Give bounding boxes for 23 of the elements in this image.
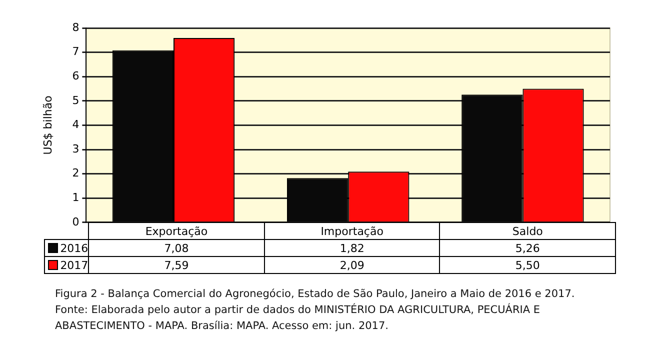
y-tick-label: 4 — [72, 118, 80, 132]
data-label: 5,50 — [440, 256, 616, 274]
data-label: 7,08 — [88, 240, 264, 257]
text: Figura 2 - Balança Comercial do Agronegócio, Estado de São Paulo, Janeiro a Maio de 2016 e 2017. — [55, 287, 576, 302]
legend-label: 2017 — [44, 256, 89, 274]
y-tick-label: 3 — [72, 142, 80, 156]
y-tick-label: 8 — [72, 20, 80, 34]
legend-label: 2016 — [44, 240, 89, 257]
y-tick-label: 7 — [72, 45, 80, 58]
y-tick-label: 6 — [72, 69, 80, 82]
data-label: 1,82 — [264, 240, 440, 257]
y-tick-label: 1 — [72, 190, 80, 204]
x-tick-label: Exportação — [88, 222, 264, 240]
source-note: Fonte: Elaborada pelo autor a partir de dados do MINISTÉRIO DA AGRICULTURA, PECUÁRIA E ABASTECIMENTO - MAPA. Brasília: MAPA. Acesso em: jun. 2017. — [55, 302, 542, 334]
x-tick-label: Importação — [264, 222, 440, 240]
data-label: 7,59 — [88, 256, 264, 274]
y-axis-title: US$ bilhão — [41, 95, 54, 155]
y-tick-label: 5 — [72, 94, 80, 107]
y-tick-label: 0 — [72, 215, 80, 228]
y-tick-label: 2 — [72, 166, 80, 180]
x-tick-label: Saldo — [440, 222, 616, 240]
data-label: 2,09 — [264, 256, 440, 274]
data-label: 5,26 — [440, 240, 616, 257]
